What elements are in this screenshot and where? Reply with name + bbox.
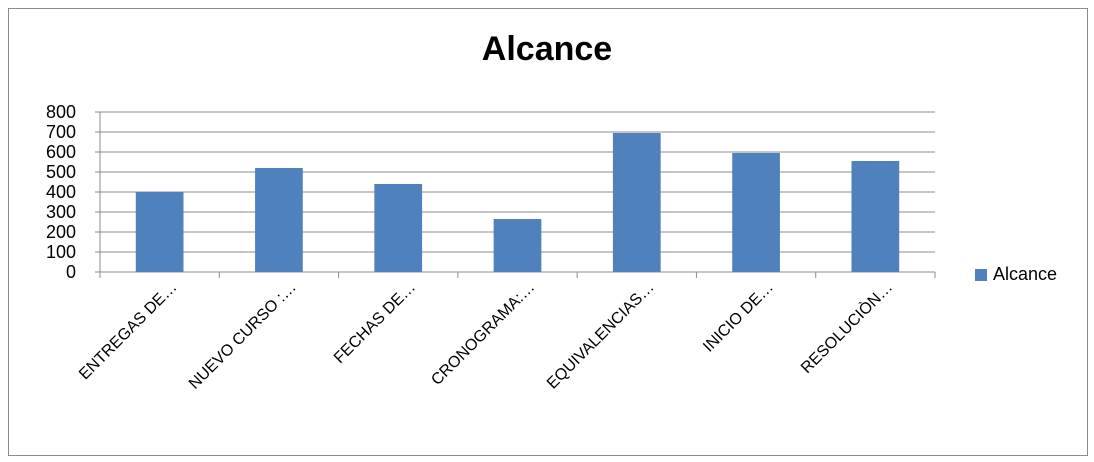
category-label: CRONOGRAMA:…	[428, 279, 538, 389]
category-label: FECHAS DE…	[331, 279, 419, 367]
bar	[135, 192, 184, 272]
bar	[732, 153, 780, 272]
bar	[493, 219, 542, 272]
y-tick-label: 300	[46, 202, 76, 222]
bar	[255, 168, 303, 272]
y-tick-label: 100	[46, 242, 76, 262]
y-tick-label: 0	[66, 262, 76, 282]
category-label: EQUIVALENCIAS…	[544, 279, 658, 393]
chart-title: Alcance	[481, 30, 613, 68]
bar	[612, 133, 661, 272]
legend-swatch	[975, 268, 987, 281]
y-tick-label: 200	[46, 222, 76, 242]
category-label: NUEVO CURSO :…	[186, 279, 300, 393]
category-label: ENTREGAS DE…	[76, 279, 180, 383]
y-tick-label: 700	[46, 122, 76, 142]
y-tick-label: 600	[46, 142, 76, 162]
y-tick-label: 400	[46, 182, 76, 202]
category-label: RESOLUCIÒN…	[797, 277, 897, 377]
legend: Alcance	[975, 264, 1057, 285]
bar	[374, 184, 423, 272]
legend-label: Alcance	[993, 264, 1058, 284]
bar	[851, 161, 900, 272]
category-label: INICIO DE…	[700, 279, 777, 356]
y-tick-label: 800	[46, 102, 76, 122]
y-tick-label: 500	[46, 162, 76, 182]
